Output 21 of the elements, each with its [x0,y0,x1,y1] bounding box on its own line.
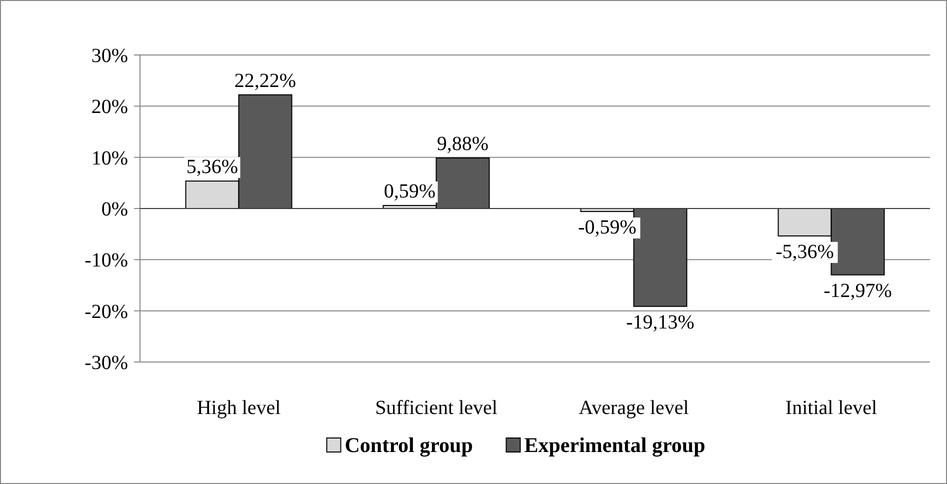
data-label: -0,59% [578,216,636,239]
y-tick-label: -20% [84,300,128,323]
data-label: -5,36% [776,240,834,263]
y-tick-label: 30% [91,45,128,67]
legend-label: Experimental group [524,433,706,457]
y-tick-label: -30% [84,352,128,374]
x-tick-label: Average level [578,397,690,419]
legend-label: Control group [344,433,473,457]
data-label: 0,59% [384,180,436,202]
data-label: 22,22% [234,70,296,92]
data-label: -12,97% [824,280,892,302]
x-tick-label: Sufficient level [375,397,498,419]
y-tick-label: 20% [91,96,128,118]
x-tick-label: High level [196,397,282,419]
y-tick-label: -10% [84,250,128,272]
data-label: 9,88% [436,132,489,155]
data-label: -19,13% [626,311,694,334]
x-tick-label: Initial level [785,397,878,419]
y-tick-label: 0% [101,198,128,220]
y-tick-label: 10% [91,147,128,170]
data-label: 5,36% [186,156,238,178]
